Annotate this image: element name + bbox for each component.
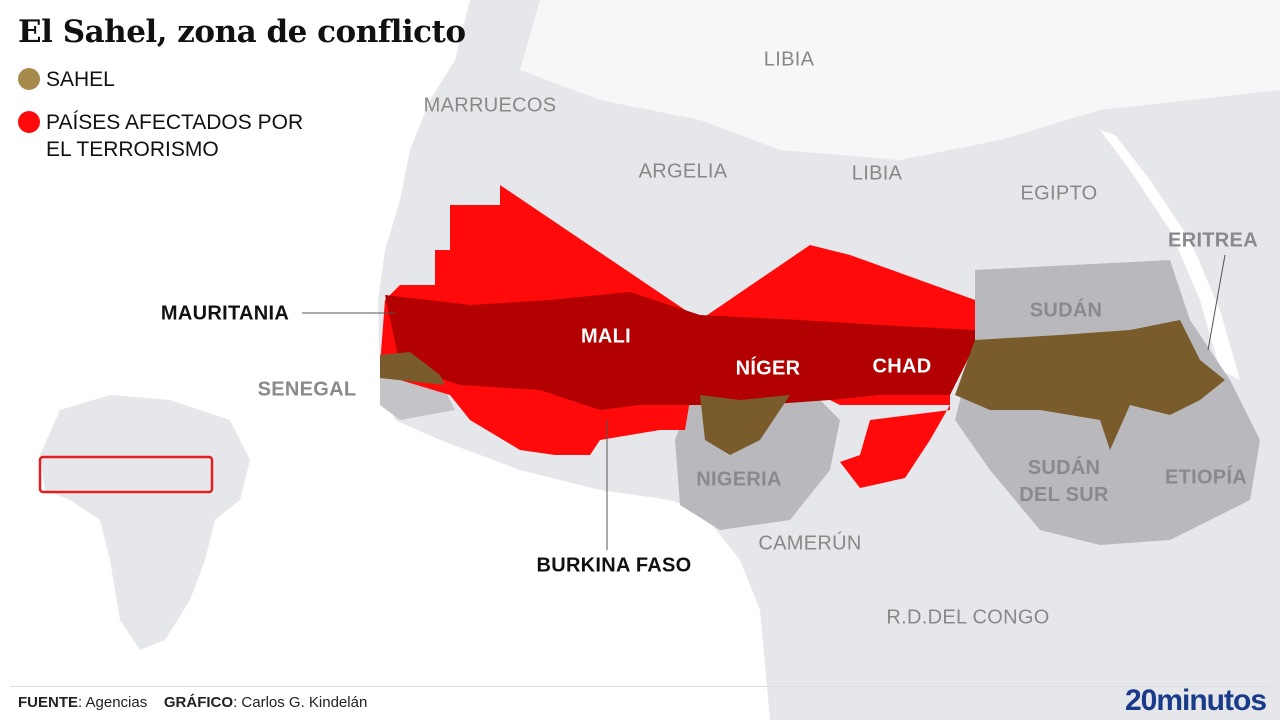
- sahel-swatch: [18, 68, 40, 90]
- map-title: El Sahel, zona de conflicto: [18, 14, 466, 50]
- credit-label: GRÁFICO: [163, 694, 234, 711]
- mediterranean-sea: [520, 0, 1280, 160]
- affected-swatch: [18, 111, 40, 133]
- label-rd-congo: R.D.DEL CONGO: [886, 606, 1050, 629]
- label-senegal: SENEGAL: [257, 378, 357, 401]
- label-nigeria: NIGERIA: [696, 468, 782, 491]
- label-sudan-del-sur-line1: SUDÁN: [1027, 457, 1101, 479]
- legend-affected: PAÍSES AFECTADOS POR EL TERRORISMO: [18, 109, 303, 163]
- footer-credits: FUENTE: Agencias GRÁFICO: Carlos G. Kind…: [18, 694, 367, 711]
- label-chad: CHAD: [872, 355, 932, 378]
- label-eritrea: ERITREA: [1168, 229, 1258, 252]
- label-sudan-del-sur-line2: DEL SUR: [1019, 484, 1109, 506]
- inset-highlight-box: [38, 455, 214, 494]
- label-sudan: SUDÁN: [1029, 299, 1103, 322]
- label-marruecos: MARRUECOS: [423, 94, 557, 117]
- label-argelia: ARGELIA: [638, 160, 728, 183]
- label-camerun: CAMERÚN: [758, 532, 862, 555]
- legend-affected-line2: EL TERRORISMO: [46, 138, 219, 161]
- label-mali: MALI: [580, 325, 632, 348]
- sahel-senegal: [380, 352, 445, 385]
- source-value: : Agencias: [78, 694, 148, 711]
- label-libia: LIBIA: [851, 162, 903, 185]
- red-sea: [1100, 130, 1240, 380]
- credit-value: : Carlos G. Kindelán: [233, 694, 368, 711]
- legend-sahel-label: SAHEL: [46, 68, 115, 91]
- label-sudan-del-sur: SUDÁN DEL SUR: [1019, 455, 1109, 509]
- label-niger: NÍGER: [735, 357, 801, 380]
- footer-divider: [10, 686, 1270, 687]
- legend-sahel: SAHEL: [18, 66, 115, 93]
- brand-logo: 20minutos: [1124, 684, 1267, 717]
- label-egipto: EGIPTO: [1020, 182, 1098, 205]
- sahel-overlap: [385, 292, 975, 410]
- sahel-nigeria: [700, 395, 790, 455]
- eritrea-leader: [1207, 254, 1226, 351]
- label-burkina-faso: BURKINA FASO: [536, 554, 692, 577]
- inset-africa: [40, 395, 250, 650]
- legend-affected-line1: PAÍSES AFECTADOS POR: [46, 111, 304, 134]
- label-libia-top: LIBIA: [763, 48, 815, 71]
- label-mauritania: MAURITANIA: [160, 302, 290, 325]
- sahel-east: [955, 320, 1225, 450]
- source-label: FUENTE: [18, 694, 78, 711]
- label-etiopia: ETIOPÍA: [1164, 466, 1248, 489]
